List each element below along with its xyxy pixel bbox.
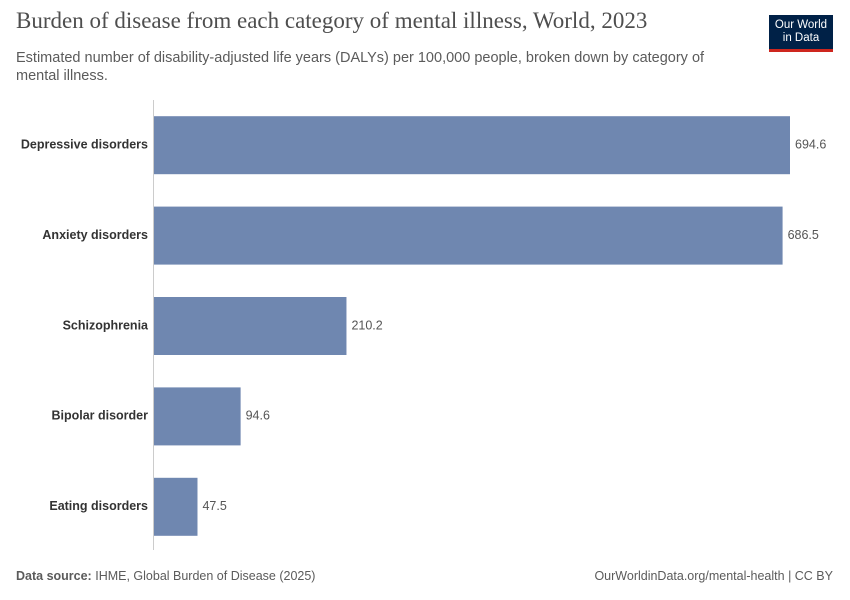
chart-title: Burden of disease from each category of … (16, 8, 648, 33)
source-label: Data source: (16, 569, 92, 583)
value-label: 694.6 (795, 137, 826, 151)
source-text: IHME, Global Burden of Disease (2025) (95, 569, 316, 583)
bar (154, 477, 198, 536)
bar (154, 297, 347, 355)
category-label: Eating disorders (49, 499, 148, 513)
logo[interactable]: Our World in Data (769, 15, 833, 52)
category-label: Depressive disorders (21, 137, 148, 151)
value-label: 47.5 (202, 499, 226, 513)
chart-subtitle: Estimated number of disability-adjusted … (16, 50, 705, 84)
logo-text: in Data (782, 32, 820, 44)
category-label: Schizophrenia (63, 318, 149, 332)
footer-url[interactable]: OurWorldinData.org/mental-health | CC BY (594, 569, 833, 583)
category-label: Anxiety disorders (42, 228, 148, 242)
category-label: Bipolar disorder (51, 409, 148, 423)
source: Data source: IHME, Global Burden of Dise… (16, 569, 315, 583)
bar (154, 387, 241, 446)
value-label: 210.2 (351, 318, 382, 332)
value-label: 686.5 (788, 228, 819, 242)
value-label: 94.6 (246, 409, 270, 423)
logo-text: Our World (774, 19, 828, 31)
bar (154, 206, 783, 265)
bar (154, 116, 790, 175)
